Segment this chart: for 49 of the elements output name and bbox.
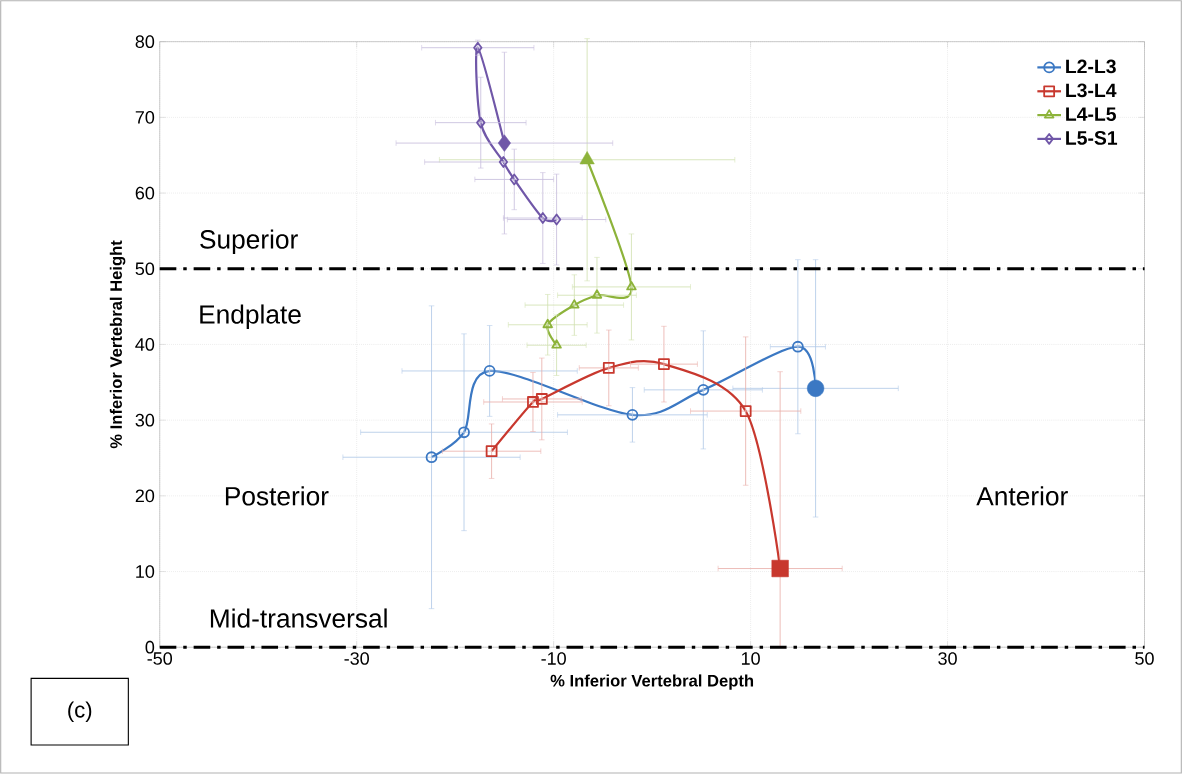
y-tick-label: 80 [135, 35, 155, 49]
point [535, 393, 548, 406]
annotation: Mid-transversal [210, 608, 387, 628]
point [697, 384, 710, 396]
point [658, 358, 670, 371]
legend-label: L3-L4 [1066, 83, 1117, 98]
x-tick-label: -30 [344, 652, 369, 666]
point [476, 116, 486, 129]
legend-label: L5-S1 [1066, 131, 1118, 145]
y-tick-label: 50 [135, 262, 155, 276]
y-tick-label: 30 [135, 413, 155, 427]
text: (c) [68, 701, 92, 723]
x-tick-label: 30 [938, 652, 957, 666]
point [739, 405, 752, 418]
point [591, 289, 603, 299]
point [602, 362, 615, 374]
annotation: Anterior [976, 486, 1068, 506]
y-tick-label: 10 [136, 565, 155, 579]
point [458, 426, 470, 439]
legend-label: L2-L3 [1066, 59, 1116, 74]
y-tick-label: 40 [135, 338, 155, 351]
point [551, 213, 562, 226]
y-tick-label: 20 [135, 489, 155, 503]
annotation: Endplate [200, 304, 301, 330]
annotation: Superior [200, 229, 298, 255]
point [626, 409, 639, 421]
point [791, 341, 804, 353]
x-tick-label: -10 [541, 652, 566, 666]
x-axis-title: % Inferior Vertebral Depth [550, 674, 754, 691]
point [483, 365, 496, 377]
annotation: Posterior [225, 486, 329, 506]
point [569, 299, 580, 309]
legend-label: L4-L5 [1066, 107, 1116, 122]
x-tick-label: 10 [741, 652, 760, 666]
point [485, 445, 498, 458]
x-tick-label: -50 [147, 652, 173, 666]
x-tick-label: 50 [1135, 652, 1154, 666]
y-tick-label: 0 [145, 641, 155, 654]
y-axis-title: % Inferior Vertebral Height [109, 240, 126, 449]
point [542, 319, 553, 329]
point [509, 173, 519, 186]
point [538, 212, 548, 225]
point [551, 339, 562, 349]
y-tick-label: 70 [135, 111, 155, 124]
point [425, 451, 438, 464]
point [527, 396, 539, 409]
point [626, 281, 637, 291]
point [498, 156, 509, 169]
y-tick-label: 60 [135, 186, 155, 200]
